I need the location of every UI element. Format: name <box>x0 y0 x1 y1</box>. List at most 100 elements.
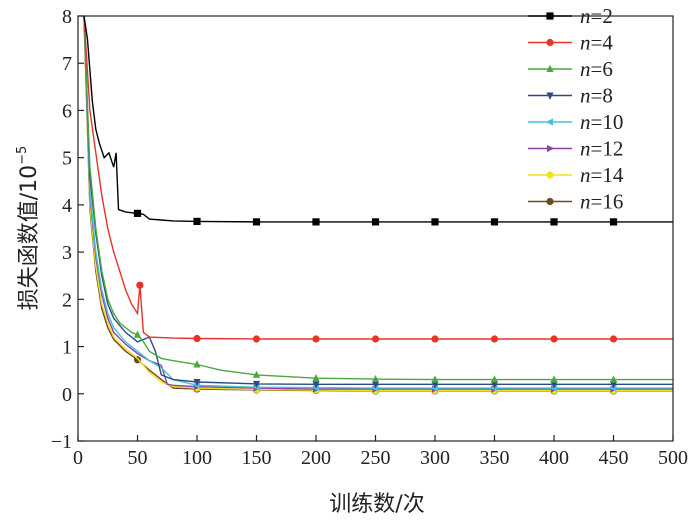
legend-label: n=6 <box>580 57 613 81</box>
data-point-marker <box>550 335 558 343</box>
legend-marker <box>547 144 555 153</box>
legend-marker <box>546 92 554 100</box>
series-line <box>83 16 673 340</box>
data-point-marker <box>609 384 617 392</box>
x-tick-label: 0 <box>73 447 83 469</box>
data-point-marker <box>431 335 439 343</box>
legend-entry: n=4 <box>528 31 613 55</box>
legend-label: n=16 <box>580 190 623 214</box>
legend-marker <box>545 118 553 126</box>
series-line <box>83 16 673 389</box>
series-n-4 <box>83 16 673 343</box>
data-point-marker <box>193 378 201 387</box>
data-point-marker <box>371 335 380 343</box>
data-point-marker <box>371 381 380 389</box>
x-tick-label: 250 <box>361 447 391 469</box>
data-point-marker <box>609 381 618 389</box>
data-point-marker <box>490 381 499 389</box>
legend-marker <box>546 171 554 179</box>
series-n-2 <box>83 16 673 226</box>
data-point-marker <box>609 218 618 226</box>
data-point-marker <box>193 360 201 368</box>
data-point-marker <box>490 218 499 226</box>
data-point-marker <box>609 375 618 383</box>
data-point-marker <box>252 218 261 226</box>
data-point-marker <box>312 381 320 389</box>
legend-entry: n=10 <box>528 110 623 134</box>
y-tick-label: 3 <box>62 242 72 264</box>
data-point-marker <box>133 330 142 338</box>
y-tick-label: 1 <box>62 337 72 359</box>
data-point-marker <box>430 384 438 392</box>
data-point-marker <box>490 384 498 392</box>
legend-label: n=10 <box>580 110 623 134</box>
legend-entry: n=16 <box>528 190 623 214</box>
data-point-marker <box>371 374 380 383</box>
x-tick-label: 100 <box>182 447 212 469</box>
data-point-marker <box>312 373 320 382</box>
legend-entry: n=2 <box>528 4 613 28</box>
data-point-marker <box>490 335 499 343</box>
y-tick-label: 5 <box>62 148 72 170</box>
y-tick-label: 8 <box>62 6 72 28</box>
legend-entry: n=6 <box>528 57 613 81</box>
data-point-marker <box>312 335 320 343</box>
y-tick-label: 4 <box>62 195 72 217</box>
x-tick-label: 300 <box>420 447 450 469</box>
y-tick-label: 7 <box>62 53 72 75</box>
series-line <box>83 16 673 381</box>
legend: n=2 n=4n=6 n=8n=10 n=12n=14 n=16 <box>528 4 624 214</box>
data-point-marker <box>550 381 558 389</box>
legend-marker <box>546 197 554 206</box>
y-axis-label: 损失函数值/10−5 <box>15 146 42 311</box>
x-tick-label: 50 <box>128 447 148 469</box>
legend-label: n=4 <box>580 31 613 55</box>
legend-label: n=2 <box>580 4 613 28</box>
x-tick-label: 350 <box>480 447 510 469</box>
data-point-marker <box>252 370 261 378</box>
x-tick-label: 500 <box>658 447 688 469</box>
legend-entry: n=14 <box>528 163 624 187</box>
legend-marker <box>546 38 554 47</box>
data-point-marker <box>550 375 558 383</box>
y-tick-label: 2 <box>62 289 72 311</box>
data-point-marker <box>252 335 261 343</box>
legend-marker <box>546 64 554 72</box>
legend-marker <box>546 12 554 20</box>
data-point-marker <box>431 381 439 389</box>
series-n-6 <box>83 16 673 383</box>
y-tick-label: 6 <box>62 100 72 122</box>
data-point-marker <box>431 375 439 383</box>
x-axis-label: 训练数/次 <box>329 492 424 517</box>
y-tick-label: −1 <box>51 431 72 453</box>
data-point-marker <box>371 384 379 392</box>
data-point-marker <box>133 209 142 217</box>
x-tick-label: 450 <box>599 447 629 469</box>
plot-area <box>83 16 673 395</box>
data-point-marker <box>312 218 320 226</box>
series-line <box>83 16 673 385</box>
data-point-marker <box>550 218 558 226</box>
data-point-marker <box>371 218 380 226</box>
legend-label: n=14 <box>580 163 624 187</box>
x-tick-label: 150 <box>242 447 272 469</box>
y-tick-label: 0 <box>62 384 72 406</box>
series-n-8 <box>83 16 673 389</box>
data-point-marker <box>609 335 618 343</box>
data-point-marker <box>136 281 144 289</box>
series-line <box>83 16 673 390</box>
data-point-marker <box>193 217 201 226</box>
data-point-marker <box>193 334 201 343</box>
data-point-marker <box>252 380 261 389</box>
legend-entry: n=8 <box>528 84 613 108</box>
x-tick-label: 400 <box>539 447 569 469</box>
legend-label: n=8 <box>580 84 613 108</box>
axes: 0 50 100 150 200 250 300 350 400 450 500−101234567… <box>51 6 688 469</box>
x-tick-label: 200 <box>301 447 331 469</box>
data-point-marker <box>490 375 499 383</box>
legend-entry: n=12 <box>528 137 623 161</box>
data-point-marker <box>549 384 557 392</box>
legend-label: n=12 <box>580 137 623 161</box>
data-point-marker <box>431 218 439 226</box>
